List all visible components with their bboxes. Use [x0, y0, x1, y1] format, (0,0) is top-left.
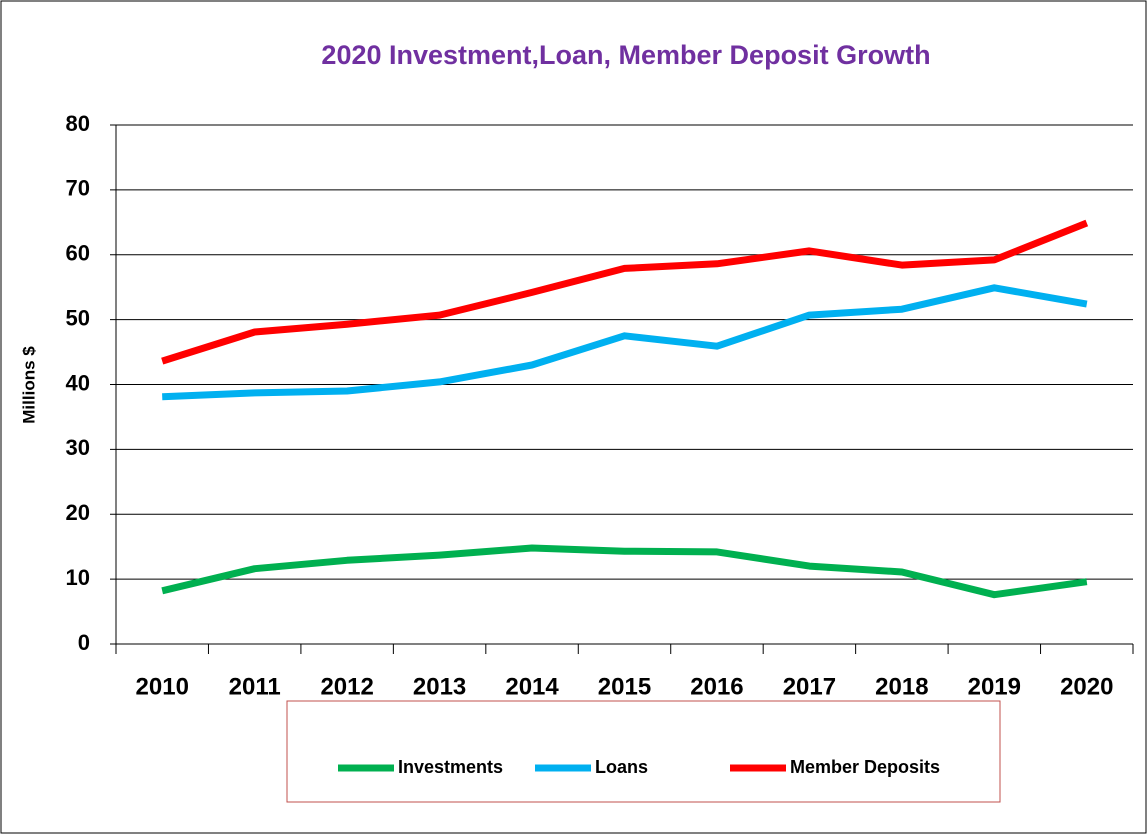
y-tick-label: 20 [66, 500, 90, 525]
y-tick-label: 70 [66, 176, 90, 201]
x-tick-label: 2020 [1060, 673, 1113, 700]
x-tick-label: 2014 [505, 673, 559, 700]
x-tick-label: 2010 [136, 673, 189, 700]
y-tick-label: 10 [66, 565, 90, 590]
legend-label: Investments [398, 757, 503, 777]
x-tick-label: 2013 [413, 673, 466, 700]
y-tick-label: 0 [78, 630, 90, 655]
legend-label: Member Deposits [790, 757, 940, 777]
x-tick-label: 2017 [783, 673, 836, 700]
x-tick-label: 2015 [598, 673, 651, 700]
y-tick-label: 50 [66, 305, 90, 330]
series-line [161, 219, 1089, 365]
y-tick-label: 80 [66, 111, 90, 136]
x-tick-label: 2011 [229, 673, 281, 700]
y-tick-label: 30 [66, 435, 90, 460]
series-line [162, 284, 1088, 401]
x-tick-label: 2019 [968, 673, 1021, 700]
series-line [161, 544, 1088, 599]
x-tick-label: 2016 [690, 673, 743, 700]
x-tick-label: 2012 [320, 673, 373, 700]
y-axis-label: Millions $ [19, 346, 38, 424]
chart-title: 2020 Investment,Loan, Member Deposit Gro… [321, 40, 930, 70]
y-tick-label: 40 [66, 370, 90, 395]
legend-label: Loans [595, 757, 648, 777]
x-tick-label: 2018 [875, 673, 928, 700]
y-tick-label: 60 [66, 241, 90, 266]
legend-box [286, 700, 1001, 803]
